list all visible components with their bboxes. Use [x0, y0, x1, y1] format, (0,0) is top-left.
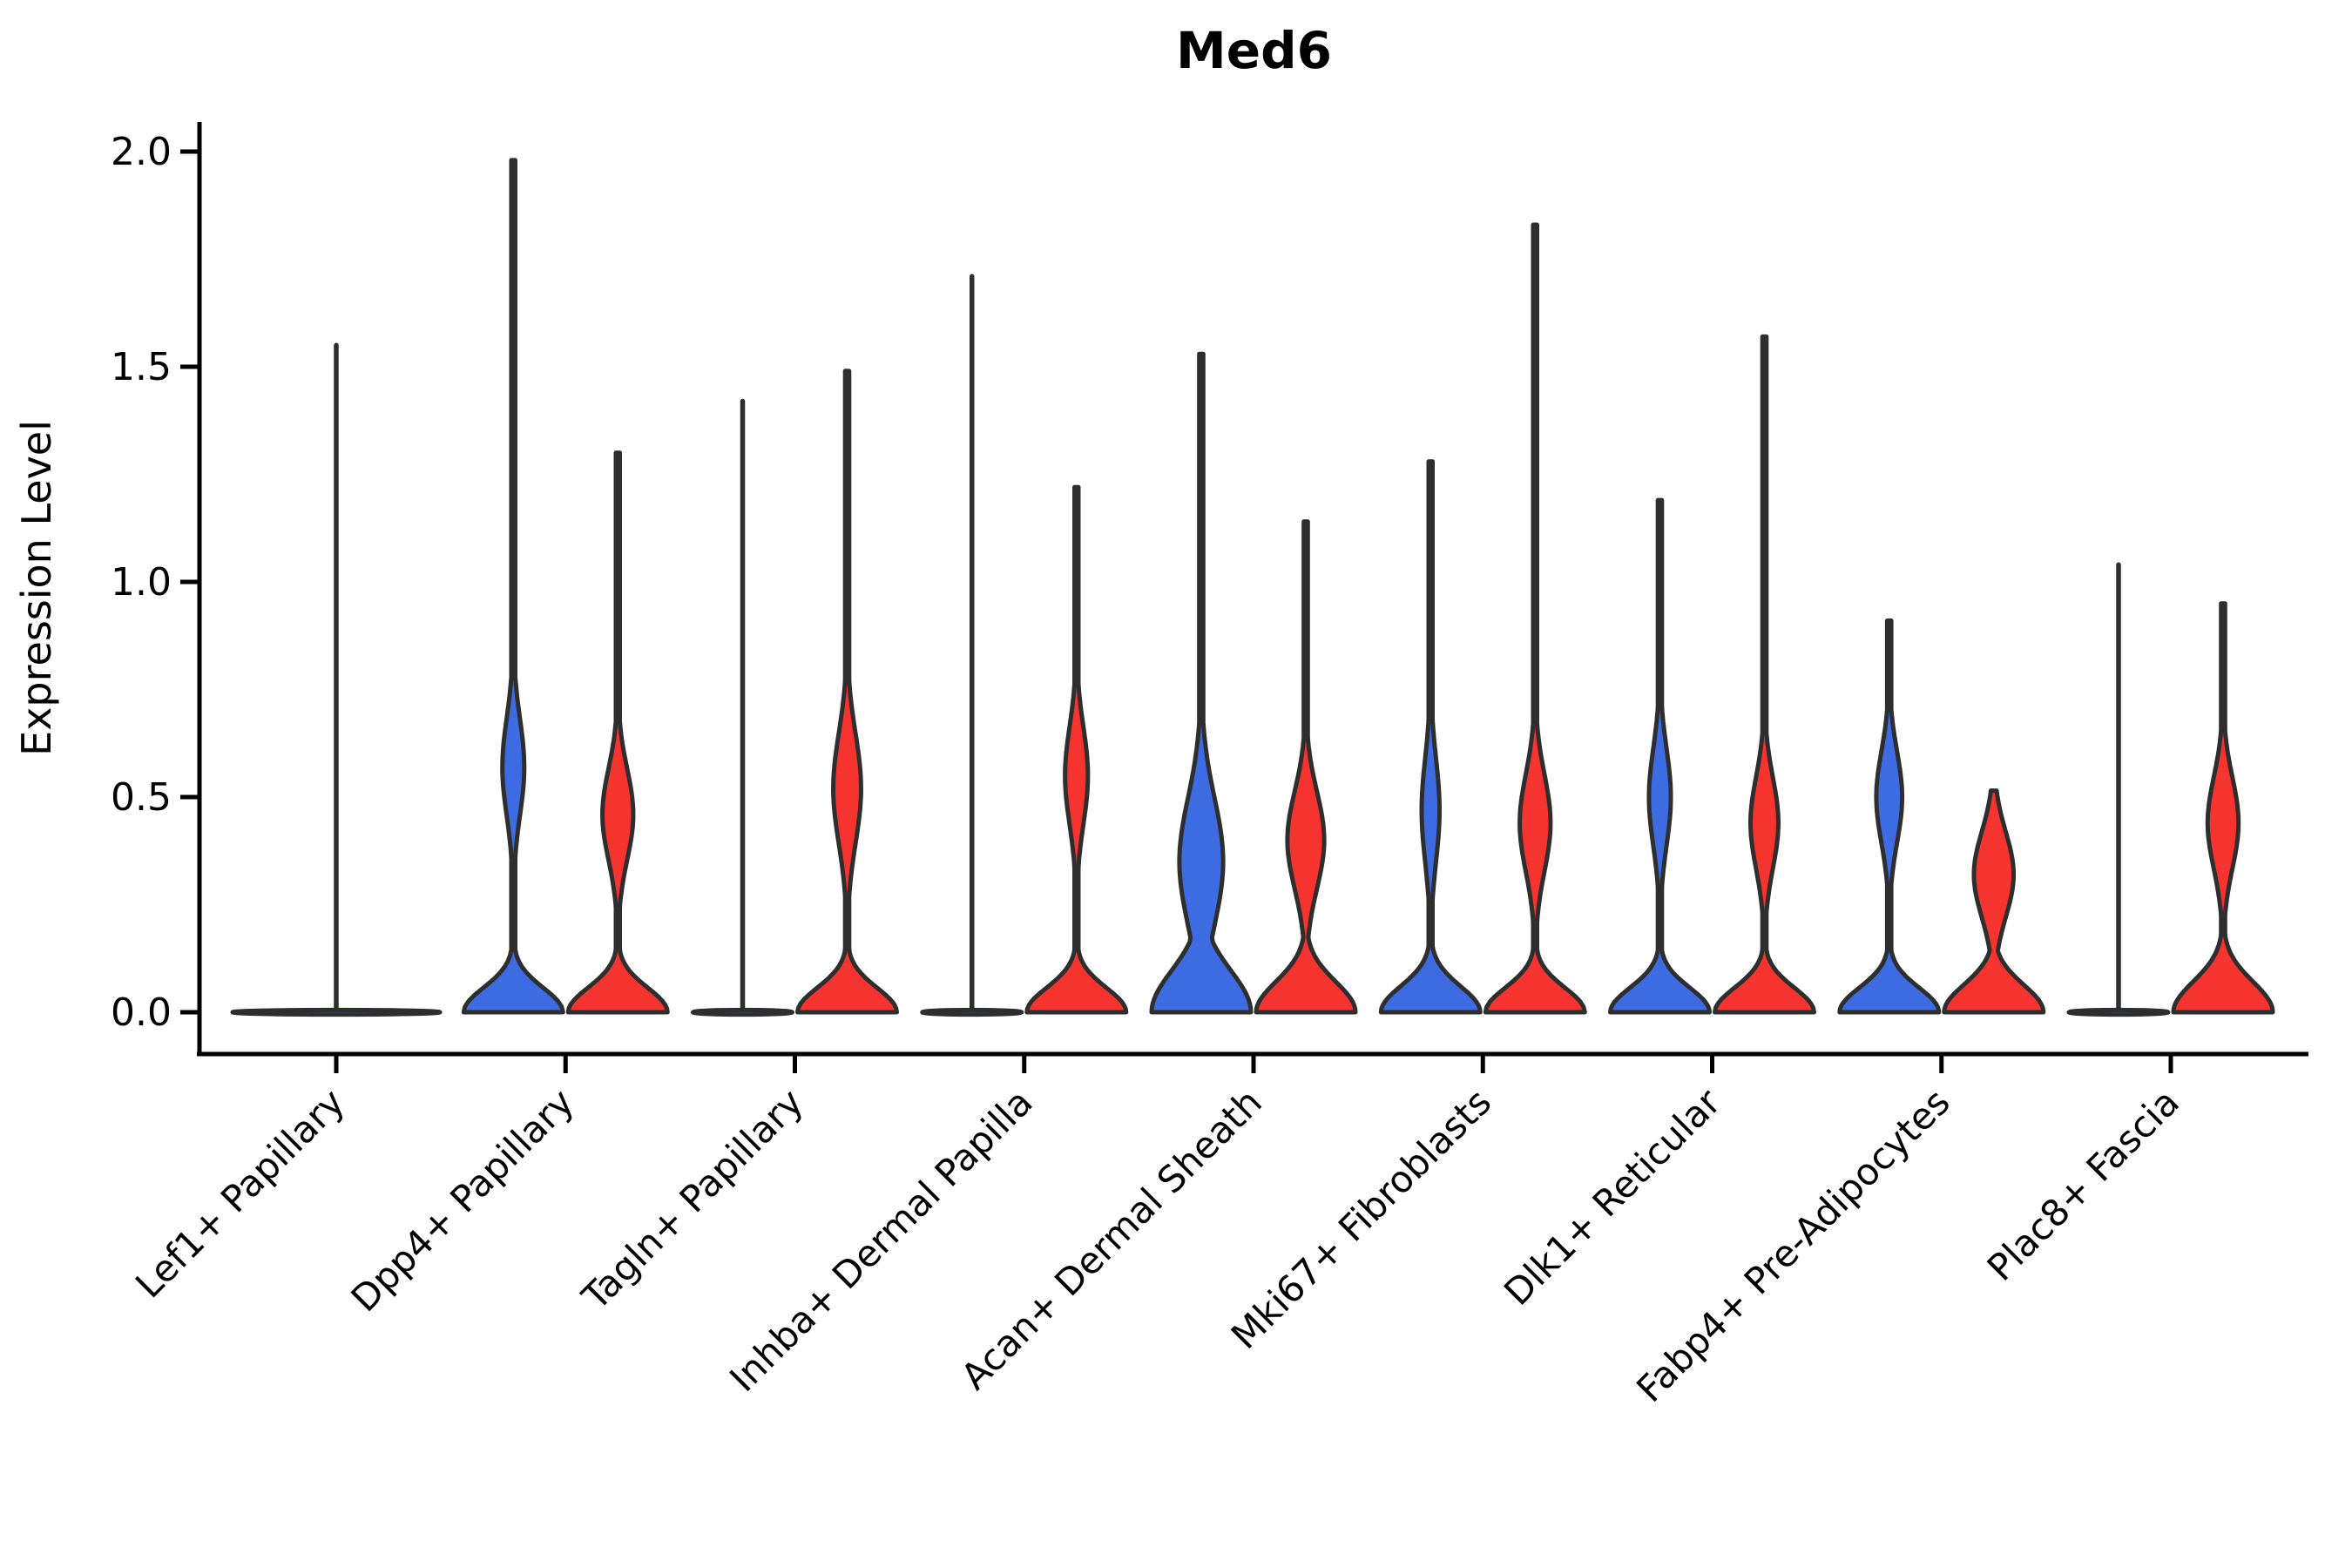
violin-red-dpp4-papillary [565, 450, 670, 1015]
x-tick-label: Plac8+ Fascia [1979, 1080, 2187, 1288]
violin-blue-acan-dermal-sheath [1149, 351, 1254, 1015]
axes-layer [180, 122, 2308, 1073]
y-tick-label: 1.0 [111, 560, 172, 605]
x-tick-label: Dpp4+ Papillary [343, 1080, 583, 1320]
violin-red-acan-dermal-sheath [1254, 519, 1358, 1015]
y-tick-label: 0.0 [111, 990, 172, 1035]
violins-layer [230, 158, 2275, 1017]
violin-red-fabp4-pre-adipocytes [1942, 788, 2046, 1015]
y-tick-label: 0.5 [111, 775, 172, 820]
violin-blue-dpp4-papillary [461, 158, 565, 1015]
x-tick-label: Lef1+ Papillary [127, 1080, 353, 1306]
violin-red-inhba-dermal-papilla [1024, 484, 1129, 1015]
y-tick-label: 2.0 [111, 130, 172, 174]
violin-blue-dlk1-reticular [1608, 497, 1712, 1015]
violin-blue-mki67-fibroblasts [1378, 459, 1483, 1015]
chart-title: Med6 [1176, 21, 1332, 80]
y-axis-label: Expression Level [13, 420, 60, 756]
x-tick-label: Dlk1+ Reticular [1496, 1080, 1729, 1314]
violin-red-dlk1-reticular [1713, 334, 1816, 1015]
violin-red-mki67-fibroblasts [1483, 222, 1587, 1015]
violin-blue-fabp4-pre-adipocytes [1837, 618, 1942, 1015]
violin-red-plac8-fascia [2171, 601, 2275, 1015]
violin-blue-plac8-fascia [2066, 1007, 2171, 1017]
violin-blue-tagln-papillary [691, 1007, 794, 1017]
y-tick-label: 1.5 [111, 345, 172, 389]
x-tick-label: Tagln+ Papillary [573, 1080, 811, 1318]
x-tick-label: Mki67+ Fibroblasts [1223, 1080, 1499, 1356]
violin-red-tagln-papillary [795, 368, 899, 1015]
violin-blue-inhba-dermal-papilla [920, 1007, 1024, 1017]
violin-blue-lef1-papillary [230, 1007, 443, 1017]
